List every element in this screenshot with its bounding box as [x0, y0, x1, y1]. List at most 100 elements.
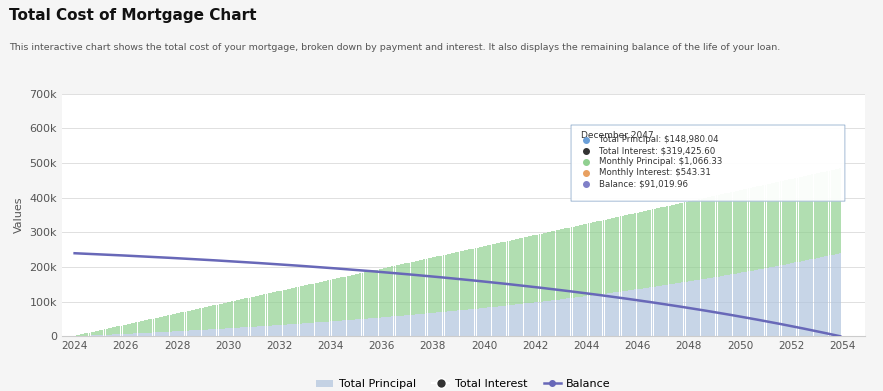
Bar [713, 196, 715, 277]
Bar [155, 332, 156, 336]
Bar [270, 293, 272, 326]
Bar [474, 309, 477, 336]
Bar [201, 308, 203, 330]
Bar [487, 307, 489, 336]
Bar [91, 335, 93, 336]
Bar [102, 330, 103, 335]
Bar [263, 326, 266, 336]
Bar [596, 295, 598, 336]
Bar [660, 208, 662, 286]
Bar [720, 194, 721, 276]
Bar [358, 274, 359, 319]
Bar [306, 285, 308, 323]
Bar [97, 331, 99, 335]
Bar [379, 317, 381, 336]
Bar [775, 182, 777, 266]
Bar [132, 323, 133, 334]
Bar [432, 257, 434, 313]
Bar [513, 305, 515, 336]
Bar [584, 224, 585, 296]
Bar [423, 259, 426, 314]
Bar [705, 197, 706, 279]
Bar [647, 288, 649, 336]
Bar [236, 328, 238, 336]
Bar [784, 265, 786, 336]
Bar [839, 253, 841, 336]
Bar [831, 170, 833, 255]
Bar [391, 316, 393, 336]
Bar [133, 334, 135, 336]
Bar [820, 172, 822, 257]
Bar [780, 181, 781, 265]
Bar [319, 322, 321, 336]
Bar [730, 274, 732, 336]
Bar [189, 310, 191, 330]
Bar [517, 304, 519, 336]
Bar [788, 179, 790, 264]
Bar [385, 317, 387, 336]
Bar [317, 283, 319, 322]
Bar [383, 317, 385, 336]
Bar [660, 286, 662, 336]
Bar [547, 301, 549, 336]
Bar [558, 300, 560, 336]
Bar [449, 311, 451, 336]
Bar [786, 264, 788, 336]
Bar [138, 322, 140, 333]
Bar [260, 326, 261, 336]
Bar [109, 328, 112, 335]
Bar [442, 255, 444, 312]
Bar [675, 204, 677, 283]
Bar [780, 265, 781, 336]
Bar [289, 289, 291, 324]
Bar [835, 169, 837, 254]
Bar [739, 190, 741, 273]
Bar [828, 170, 831, 255]
Bar [730, 192, 732, 274]
Bar [777, 182, 780, 266]
Bar [519, 304, 521, 336]
Bar [351, 275, 353, 320]
Bar [123, 334, 125, 336]
Bar [543, 301, 545, 336]
Bar [758, 269, 760, 336]
Bar [626, 215, 628, 291]
Bar [163, 316, 165, 332]
Bar [340, 278, 342, 321]
Bar [370, 271, 372, 318]
Bar [133, 323, 135, 334]
Bar [434, 313, 436, 336]
Bar [585, 296, 587, 336]
Bar [620, 216, 622, 292]
Bar [837, 254, 839, 336]
Bar [389, 267, 391, 317]
Bar [103, 335, 105, 336]
Bar [147, 333, 148, 336]
Bar [528, 237, 530, 303]
Bar [774, 183, 775, 267]
Bar [227, 328, 229, 336]
Bar [694, 200, 696, 280]
Bar [720, 276, 721, 336]
Bar [321, 322, 323, 336]
Bar [230, 302, 231, 328]
Bar [602, 294, 605, 336]
Bar [462, 310, 464, 336]
Bar [402, 264, 404, 316]
Bar [298, 324, 299, 336]
Bar [284, 325, 287, 336]
Bar [584, 296, 585, 336]
Bar [374, 270, 376, 318]
Bar [106, 329, 108, 335]
Bar [540, 233, 542, 301]
Bar [532, 235, 534, 303]
Bar [486, 308, 487, 336]
Bar [833, 170, 834, 255]
Bar [826, 256, 828, 336]
Bar [741, 190, 743, 273]
Bar [114, 327, 116, 334]
Bar [551, 300, 554, 336]
Bar [434, 257, 436, 313]
Bar [594, 295, 596, 336]
Bar [658, 208, 660, 286]
